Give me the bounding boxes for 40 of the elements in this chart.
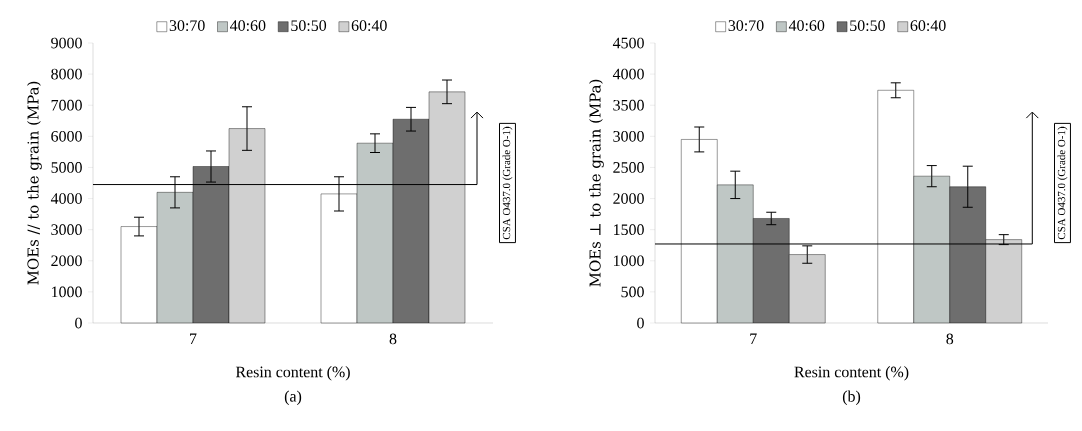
y-tick-label: 4500 <box>612 37 644 49</box>
legend-label: 40:60 <box>230 20 266 32</box>
y-axis-title: MOEs ⊥ to the grain (MPa) <box>589 79 604 287</box>
legend-label: 40:60 <box>788 20 825 32</box>
y-tick-label: 0 <box>75 317 82 329</box>
y-tick-label: 3000 <box>613 130 644 142</box>
y-tick-label: 4000 <box>50 193 82 204</box>
y-tick-label: 0 <box>637 317 644 329</box>
y-tick-label: 2500 <box>613 162 644 173</box>
x-tick-label: 7 <box>750 333 757 344</box>
x-axis-title: Resin content (%) <box>235 366 350 381</box>
text: (a) <box>284 390 302 405</box>
ref-line-label: CSA O437.0 (Grade O-1) <box>1057 126 1068 240</box>
y-tick-label: 4000 <box>612 68 644 80</box>
legend-label: 30:70 <box>169 20 205 32</box>
y-tick-label: 5000 <box>51 162 82 173</box>
y-tick-label: 3500 <box>613 99 644 111</box>
ref-line-label: CSA O437.0 (Grade O-1) <box>502 126 513 240</box>
y-tick-label: 1000 <box>614 255 644 267</box>
y-tick-label: 6000 <box>51 130 82 142</box>
text: (b) <box>842 390 861 405</box>
y-tick-label: 3000 <box>51 224 82 236</box>
y-tick-label: 7000 <box>51 99 82 111</box>
x-tick-label: 7 <box>190 333 197 344</box>
y-tick-label: 9000 <box>51 37 82 49</box>
y-axis-title: MOEs // to the grain (MPa) <box>27 81 42 285</box>
legend-label: 60:40 <box>351 20 387 32</box>
x-tick-label: 8 <box>389 333 397 345</box>
x-tick-label: 8 <box>946 333 954 345</box>
y-tick-label: 2000 <box>613 193 644 204</box>
y-tick-label: 500 <box>621 286 644 298</box>
x-axis-title: Resin content (%) <box>794 366 909 381</box>
legend-label: 50:50 <box>850 20 885 32</box>
y-tick-label: 8000 <box>51 68 82 80</box>
y-tick-label: 1000 <box>52 286 82 298</box>
y-tick-label: 1500 <box>614 224 644 236</box>
legend-label: 50:50 <box>291 20 327 32</box>
legend-label: 60:40 <box>910 20 946 32</box>
legend-label: 30:70 <box>728 20 764 32</box>
y-tick-label: 2000 <box>51 255 82 267</box>
